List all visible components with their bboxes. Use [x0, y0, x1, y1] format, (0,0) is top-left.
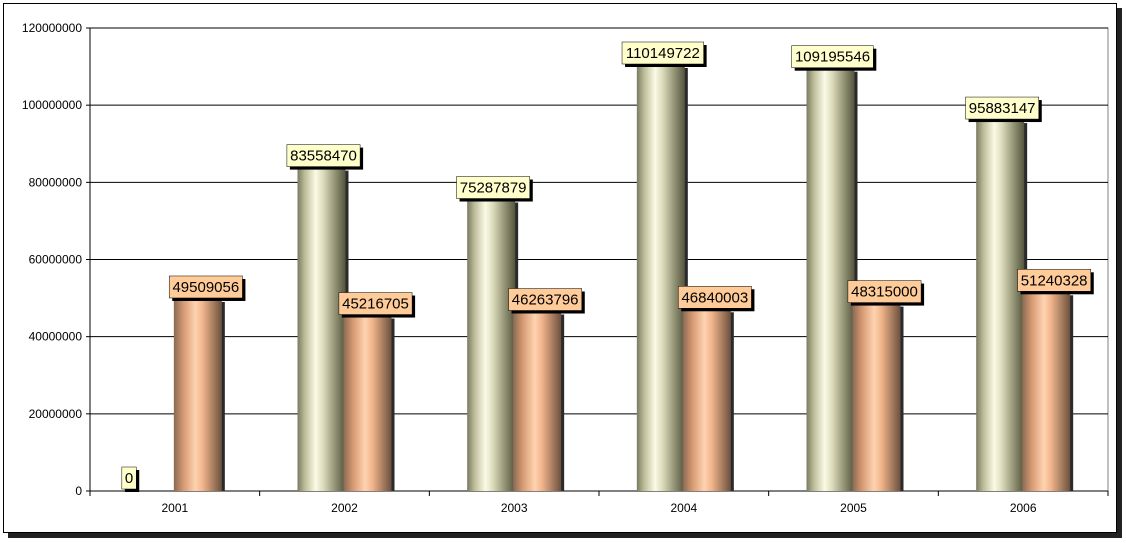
data-label: 46263796 — [512, 291, 579, 308]
bar — [173, 299, 222, 491]
data-label-box — [508, 288, 583, 311]
data-label-box — [1017, 269, 1092, 292]
bar — [467, 200, 516, 491]
data-label-box — [168, 275, 243, 299]
x-tick-label: 2004 — [670, 501, 697, 515]
x-tick-label: 2002 — [331, 501, 358, 515]
bar — [1022, 293, 1071, 491]
data-label: 110149722 — [626, 45, 700, 62]
data-label-box — [121, 466, 137, 490]
y-tick-label: 60000000 — [29, 253, 83, 267]
data-label: 95883147 — [969, 100, 1036, 117]
data-label: 45216705 — [342, 296, 409, 313]
data-label-box — [621, 41, 704, 65]
data-label: 0 — [125, 470, 133, 487]
data-label: 51240328 — [1021, 272, 1088, 289]
data-label: 49509056 — [172, 279, 239, 296]
y-tick-label: 0 — [75, 484, 82, 498]
bar — [297, 168, 346, 491]
data-label: 48315000 — [851, 284, 918, 301]
y-tick-label: 120000000 — [22, 21, 82, 35]
bar — [636, 66, 685, 492]
x-tick-label: 2003 — [501, 501, 528, 515]
y-tick-label: 20000000 — [29, 407, 83, 421]
data-label-box — [338, 292, 413, 315]
x-tick-label: 2001 — [161, 501, 188, 515]
y-tick-label: 40000000 — [29, 330, 83, 344]
data-label: 109195546 — [795, 49, 870, 66]
data-label-box — [965, 96, 1040, 120]
bar — [343, 316, 392, 491]
bar — [852, 304, 901, 491]
data-label-box — [286, 144, 361, 167]
x-tick-label: 2006 — [1010, 501, 1037, 515]
data-label-box — [456, 176, 531, 199]
data-label-box — [791, 45, 874, 68]
data-label: 83558470 — [290, 148, 357, 165]
data-label: 75287879 — [460, 180, 527, 197]
data-label: 46840003 — [681, 289, 748, 306]
bar — [513, 312, 562, 491]
x-tick-label: 2005 — [840, 501, 867, 515]
y-tick-label: 80000000 — [29, 175, 83, 189]
data-label-box — [677, 286, 752, 309]
bar — [976, 121, 1025, 492]
bar — [806, 69, 855, 491]
y-tick-label: 100000000 — [22, 98, 82, 112]
bar — [682, 310, 731, 491]
data-label-box — [847, 280, 922, 303]
